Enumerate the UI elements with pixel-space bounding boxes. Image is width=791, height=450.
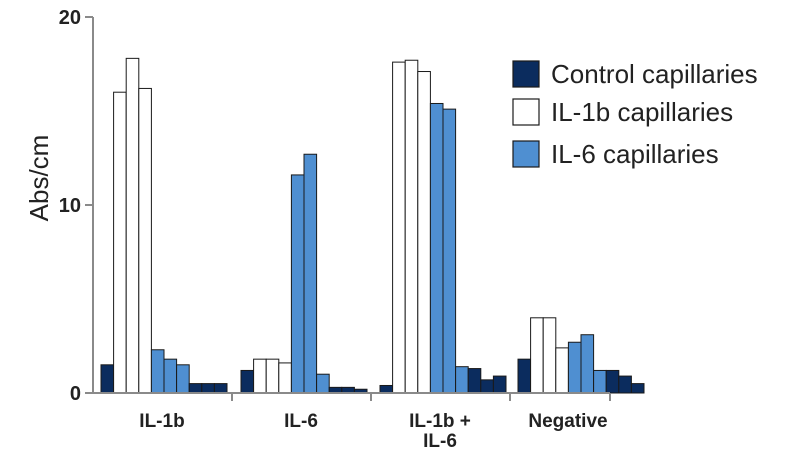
bar-1-1-1 [100, 364, 115, 394]
y-tick-label: 10 [59, 195, 81, 217]
bar-1-3-3 [176, 364, 190, 394]
bar-1-3-1 [150, 349, 165, 394]
x-tick-label: IL-6 [284, 411, 318, 432]
legend-swatch [512, 140, 540, 168]
bar-2-2-2 [265, 358, 280, 394]
bar-3-4-2 [480, 379, 494, 394]
bar-3-1-1 [379, 384, 394, 394]
category-labels: IL-1b IL-6 IL-1b + IL-6 Negative [139, 411, 607, 450]
bar-4-3-2 [580, 334, 595, 394]
legend-label: IL-6 capillaries [551, 139, 719, 169]
bar-3-3-2 [442, 108, 457, 394]
bar-4-2-1 [530, 317, 544, 394]
bar-1-4-2 [201, 383, 215, 394]
legend-swatch [512, 60, 540, 88]
bar-1-2-3 [138, 87, 152, 394]
bar-2-2-3 [278, 362, 292, 394]
x-tick-label: Negative [528, 411, 607, 432]
bar-1-3-2 [163, 358, 178, 394]
bar-1-4-1 [188, 383, 203, 394]
bar-2-1-1 [240, 369, 255, 394]
bar-3-3-3 [455, 366, 469, 394]
x-tick-label: IL-1b + IL-6 [409, 411, 471, 450]
bar-3-4-1 [467, 368, 482, 394]
bar-3-2-2 [404, 59, 419, 394]
bar-4-4-2 [618, 375, 632, 394]
bar-3-2-3 [417, 71, 431, 394]
y-axis-label: Abs/cm [24, 135, 54, 222]
bar-2-3-1 [290, 174, 305, 394]
bar-4-4-3 [630, 383, 645, 394]
bar-4-2-2 [542, 317, 557, 394]
bar-1-2-2 [125, 57, 140, 394]
y-tick-label: 20 [59, 7, 81, 29]
bar-1-4-3 [213, 383, 228, 394]
bars-layer [100, 57, 645, 394]
bar-3-3-1 [429, 102, 444, 394]
bar-2-3-2 [303, 153, 318, 394]
y-tick-label: 0 [70, 383, 81, 405]
legend: Control capillaries IL-1b capillaries IL-6… [512, 59, 758, 169]
ticks-layer: 0 10 20 [59, 7, 611, 405]
bar-1-2-1 [113, 91, 127, 394]
bar-2-3-3 [316, 373, 330, 394]
bar-4-4-1 [605, 369, 620, 394]
bar-2-2-1 [253, 358, 267, 394]
bar-3-4-3 [492, 375, 507, 394]
legend-swatch [512, 98, 540, 126]
x-tick-label: IL-1b [139, 411, 184, 432]
bar-4-2-3 [555, 347, 569, 394]
bar-4-3-3 [593, 369, 607, 394]
legend-label: IL-1b capillaries [551, 97, 733, 127]
bar-4-3-1 [567, 341, 582, 394]
legend-label: Control capillaries [551, 59, 758, 89]
bar-3-2-1 [392, 61, 406, 394]
bar-4-1-1 [517, 358, 532, 394]
